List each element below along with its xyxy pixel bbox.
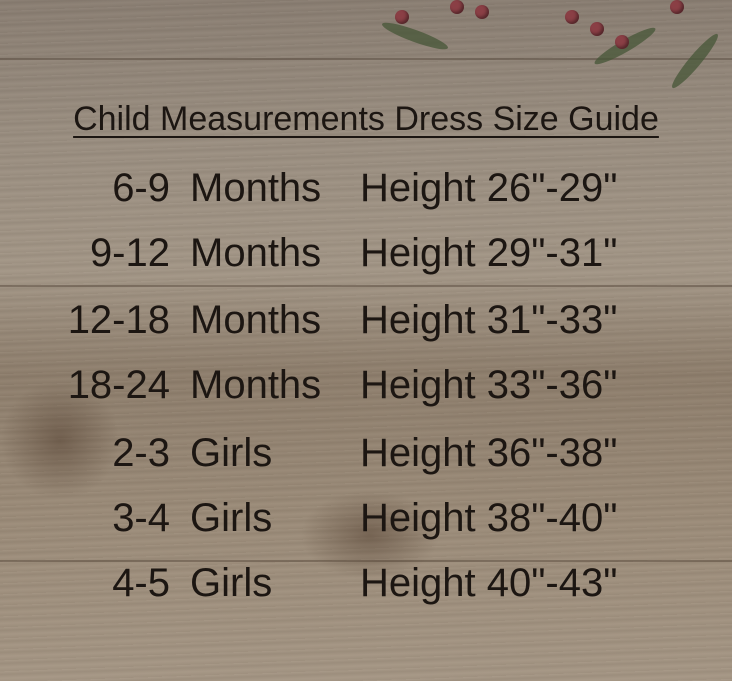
berry-garland-decoration [360, 0, 732, 92]
height-range: Height 31"-33" [360, 298, 618, 342]
size-row: 18-24 Months Height 33"-36" [0, 357, 732, 413]
size-row: 4-5 Girls Height 40"-43" [0, 555, 732, 611]
height-range: Height 38"-40" [360, 496, 618, 540]
size-row: 3-4 Girls Height 38"-40" [0, 490, 732, 546]
wood-knot [300, 490, 440, 580]
size-label: 2-3 [112, 431, 170, 475]
height-range: Height 29"-31" [360, 231, 618, 275]
unit-label: Months [190, 363, 322, 407]
plank-seam [0, 560, 732, 562]
unit-label: Months [190, 298, 322, 342]
page-title: Child Measurements Dress Size Guide [73, 100, 659, 138]
size-row: 6-9 Months Height 26"-29" [0, 160, 732, 216]
plank-seam [0, 58, 732, 60]
unit-label: Girls [190, 561, 273, 605]
size-label: 4-5 [112, 561, 170, 605]
unit-label: Girls [190, 431, 273, 475]
wood-knot [0, 380, 120, 500]
size-label: 9-12 [89, 231, 170, 275]
height-range: Height 33"-36" [360, 363, 618, 407]
height-range: Height 36"-38" [360, 431, 618, 475]
height-range: Height 40"-43" [360, 561, 618, 605]
height-range: Height 26"-29" [360, 166, 618, 210]
size-label: 18-24 [67, 363, 170, 407]
unit-label: Months [190, 231, 322, 275]
unit-label: Months [190, 166, 322, 210]
size-row: 12-18 Months Height 31"-33" [0, 292, 732, 348]
unit-label: Girls [190, 496, 273, 540]
plank-seam [0, 285, 732, 287]
size-label: 12-18 [67, 298, 170, 342]
size-label: 3-4 [112, 496, 170, 540]
size-row: 2-3 Girls Height 36"-38" [0, 425, 732, 481]
size-row: 9-12 Months Height 29"-31" [0, 225, 732, 281]
size-label: 6-9 [112, 166, 170, 210]
